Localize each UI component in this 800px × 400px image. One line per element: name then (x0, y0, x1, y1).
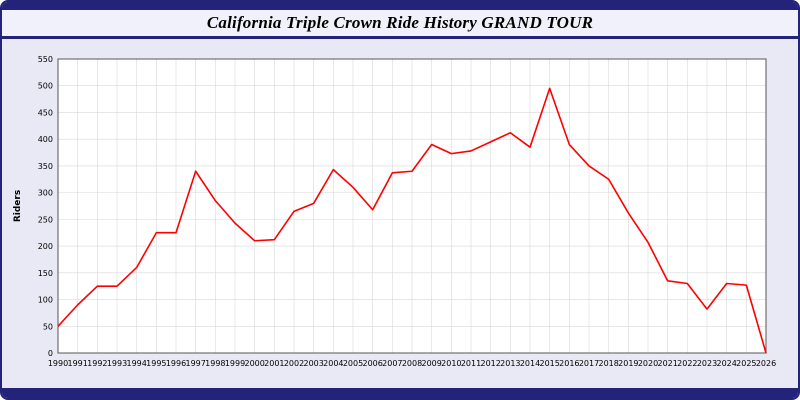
y-tick-label: 50 (43, 322, 53, 331)
x-tick-label: 2023 (697, 359, 717, 368)
x-tick-label: 2009 (421, 359, 441, 368)
x-tick-label: 2017 (579, 359, 599, 368)
y-tick-label: 200 (38, 242, 53, 251)
x-tick-label: 1994 (126, 359, 146, 368)
x-tick-label: 1997 (185, 359, 205, 368)
x-tick-label: 1993 (107, 359, 127, 368)
y-tick-label: 500 (38, 81, 53, 90)
y-tick-label: 0 (48, 349, 53, 358)
y-tick-label: 400 (38, 135, 53, 144)
x-tick-label: 2008 (402, 359, 422, 368)
x-tick-label: 2015 (539, 359, 559, 368)
y-tick-label: 450 (38, 108, 53, 117)
x-tick-label: 2012 (480, 359, 500, 368)
title-bar: California Triple Crown Ride History GRA… (2, 10, 798, 39)
y-tick-label: 550 (38, 55, 53, 64)
riders-series-line (57, 87, 767, 353)
x-tick-label: 1995 (146, 359, 166, 368)
x-tick-label: 2006 (362, 359, 382, 368)
x-tick-label: 1992 (87, 359, 107, 368)
x-tick-label: 2010 (441, 359, 461, 368)
x-tick-label: 2001 (264, 359, 284, 368)
x-tick-label: 2022 (677, 359, 697, 368)
chart-panel: 1990 1991 1992 1993 1994 1995 1996 1997 1998 1999… (2, 39, 798, 388)
x-tick-label: 2000 (244, 359, 264, 368)
x-tick-label: 2018 (598, 359, 618, 368)
ride-history-line-chart: 1990 1991 1992 1993 1994 1995 1996 1997 1998 1999… (13, 55, 776, 368)
y-tick-label: 150 (38, 268, 53, 277)
x-tick-label: 1998 (205, 359, 225, 368)
x-tick-label: 2002 (284, 359, 304, 368)
y-axis-label: Riders (13, 189, 23, 221)
x-tick-label: 1999 (225, 359, 245, 368)
y-tick-label: 100 (38, 295, 53, 304)
x-tick-label: 2003 (303, 359, 323, 368)
x-tick-label: 2013 (500, 359, 520, 368)
plot-border (57, 58, 767, 353)
x-tick-label: 2020 (638, 359, 658, 368)
x-tick-label: 1996 (166, 359, 186, 368)
page-title: California Triple Crown Ride History GRA… (206, 13, 594, 32)
y-tick-label: 350 (38, 161, 53, 170)
x-tick-label: 1991 (67, 359, 87, 368)
bottom-navy-strip (2, 388, 798, 398)
x-tick-label: 2005 (343, 359, 363, 368)
x-tick-label: 2016 (559, 359, 579, 368)
x-tick-label: 2019 (618, 359, 638, 368)
top-navy-strip (2, 2, 798, 10)
x-tick-label: 2024 (716, 359, 736, 368)
x-tick-label: 2007 (382, 359, 402, 368)
y-tick-label: 300 (38, 188, 53, 197)
x-tick-label: 2026 (756, 359, 776, 368)
y-tick-label: 250 (38, 215, 53, 224)
x-tick-label: 1990 (48, 359, 68, 368)
x-tick-label: 2011 (461, 359, 481, 368)
x-tick-label: 2021 (657, 359, 677, 368)
x-tick-label: 2014 (520, 359, 540, 368)
x-tick-label: 2004 (323, 359, 343, 368)
x-tick-label: 2025 (736, 359, 756, 368)
